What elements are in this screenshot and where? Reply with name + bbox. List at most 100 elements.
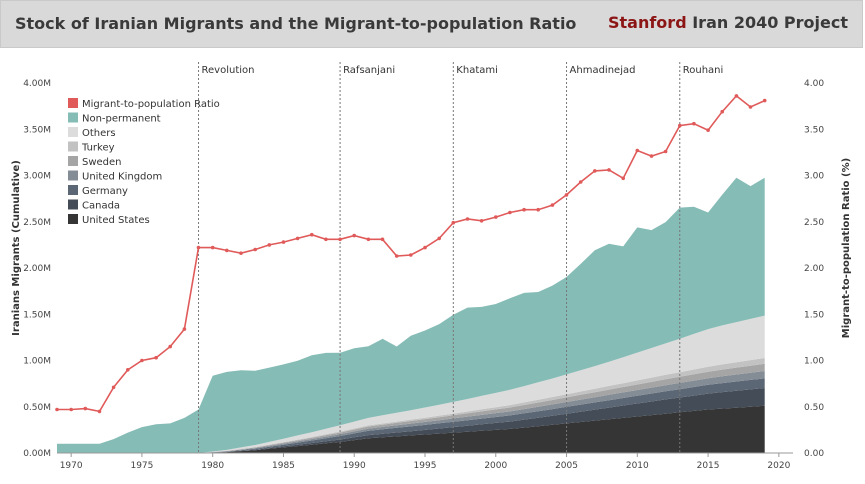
- legend-swatch-united-kingdom: [68, 170, 78, 181]
- ratio-point: [423, 245, 427, 250]
- legend-swatch-non-permanent: [68, 112, 78, 123]
- y-tick-label-right: 1.50: [804, 310, 824, 320]
- y-axis-label-left: Iranians Migrants (Cumulative): [11, 160, 22, 336]
- x-tick-label: 1995: [414, 461, 437, 471]
- ratio-point: [380, 237, 385, 242]
- y-tick-label-right: 0.00: [804, 449, 824, 459]
- ratio-point: [140, 358, 144, 363]
- legend-label-non-permanent: Non-permanent: [82, 114, 161, 125]
- y-tick-label-left: 3.00M: [23, 172, 51, 182]
- ratio-point: [253, 247, 257, 252]
- x-tick-label: 1975: [130, 461, 153, 471]
- era-markers-group: Revolution Rafsanjani Khatami Ahmadinejad Ro…: [198, 62, 724, 453]
- ratio-point: [126, 368, 130, 372]
- area-united-states: [57, 405, 765, 453]
- legend-swatch-germany: [68, 185, 78, 195]
- era-label-revolution: Revolution: [202, 65, 255, 76]
- legend-label-germany: Germany: [82, 186, 128, 197]
- x-tick-label: 1990: [343, 461, 366, 471]
- ratio-point: [154, 355, 158, 360]
- y-tick-label-right: 2.00: [804, 264, 824, 274]
- x-tick-label: 1980: [201, 461, 224, 471]
- ratio-point: [97, 409, 102, 414]
- ratio-point: [663, 149, 668, 154]
- legend-swatch-others: [68, 127, 78, 137]
- ratio-point: [55, 407, 59, 412]
- y-tick-label-left: 3.50M: [23, 125, 51, 135]
- chart-header: Stock of Iranian Migrants and the Migran…: [0, 0, 863, 48]
- ratio-point: [267, 243, 272, 247]
- ratio-point: [281, 240, 286, 244]
- ratio-point: [649, 154, 654, 158]
- ratio-point: [69, 407, 73, 412]
- ratio-point: [196, 245, 201, 250]
- ratio-point: [451, 220, 456, 225]
- ratio-point: [409, 253, 413, 257]
- legend: Migrant-to-population Ratio Non-permanent…: [68, 98, 220, 226]
- ratio-point: [593, 169, 597, 173]
- x-tick-label: 2005: [555, 461, 578, 471]
- ratio-point: [295, 236, 300, 241]
- y-tick-label-right: 3.00: [804, 172, 824, 182]
- ratio-point: [706, 128, 710, 132]
- ratio-point: [692, 121, 696, 126]
- axes-group: 1970 1975 1980 1985 1990 1995 2000 2005 2010 2015…: [23, 79, 824, 471]
- legend-swatch-canada: [68, 199, 78, 210]
- ratio-point: [607, 168, 611, 172]
- era-label-rafsanjani: Rafsanjani: [343, 65, 395, 76]
- area-non-permanent: [57, 177, 765, 454]
- legend-label-others: Others: [82, 128, 116, 139]
- y-tick-label-left: 2.50M: [23, 218, 51, 228]
- y-tick-label-left: 2.00M: [23, 264, 51, 274]
- era-label-rouhani: Rouhani: [683, 65, 724, 76]
- x-tick-label: 2000: [484, 461, 507, 471]
- ratio-point: [748, 105, 753, 109]
- ratio-point: [437, 236, 442, 241]
- ratio-point: [352, 233, 357, 238]
- ratio-point: [734, 94, 739, 98]
- x-tick-label: 2015: [697, 461, 720, 471]
- legend-label-turkey: Turkey: [81, 143, 115, 154]
- y-tick-label-right: 1.00: [804, 357, 824, 367]
- y-tick-label-right: 2.50: [804, 218, 824, 228]
- y-tick-label-right: 4.00: [804, 79, 824, 89]
- chart-title: Stock of Iranian Migrants and the Migran…: [15, 14, 577, 33]
- era-label-ahmadinejad: Ahmadinejad: [570, 65, 636, 76]
- ratio-point: [578, 180, 583, 184]
- x-tick-label: 2010: [626, 461, 649, 471]
- legend-label-united-kingdom: United Kingdom: [82, 172, 162, 183]
- ratio-point: [168, 344, 172, 349]
- legend-label-migrant-to-population-ratio: Migrant-to-population Ratio: [82, 99, 220, 110]
- y-tick-label-right: 0.50: [804, 403, 824, 413]
- brand-logo: Stanford Iran 2040 Project: [608, 13, 848, 32]
- ratio-point: [83, 406, 88, 411]
- ratio-point: [494, 215, 498, 219]
- ratio-point: [536, 207, 540, 212]
- ratio-point: [720, 109, 724, 114]
- y-tick-label-left: 4.00M: [23, 79, 51, 89]
- ratio-point: [508, 210, 512, 215]
- ratio-point: [182, 327, 187, 331]
- ratio-point: [111, 385, 116, 390]
- legend-swatch-united-states: [68, 214, 78, 224]
- ratio-point: [239, 251, 243, 255]
- ratio-point: [310, 232, 314, 237]
- x-tick-label: 2020: [767, 461, 790, 471]
- legend-label-united-states: United States: [82, 215, 150, 226]
- y-tick-label-left: 1.50M: [23, 310, 51, 320]
- y-axis-label-right: Migrant-to-population Ratio (%): [841, 158, 852, 338]
- ratio-point: [522, 207, 526, 212]
- ratio-point: [762, 98, 767, 103]
- stacked-area-chart: Revolution Rafsanjani Khatami Ahmadinejad Ro…: [11, 62, 852, 471]
- legend-label-canada: Canada: [82, 201, 120, 212]
- ratio-point: [366, 237, 371, 242]
- ratio-point: [225, 248, 229, 253]
- x-tick-label: 1985: [272, 461, 295, 471]
- ratio-point: [394, 254, 399, 258]
- ratio-point: [479, 219, 484, 223]
- y-tick-label-right: 3.50: [804, 125, 824, 135]
- ratio-point: [550, 203, 555, 207]
- ratio-point: [210, 245, 215, 250]
- y-tick-label-left: 1.00M: [23, 357, 51, 367]
- ratio-point: [324, 237, 328, 242]
